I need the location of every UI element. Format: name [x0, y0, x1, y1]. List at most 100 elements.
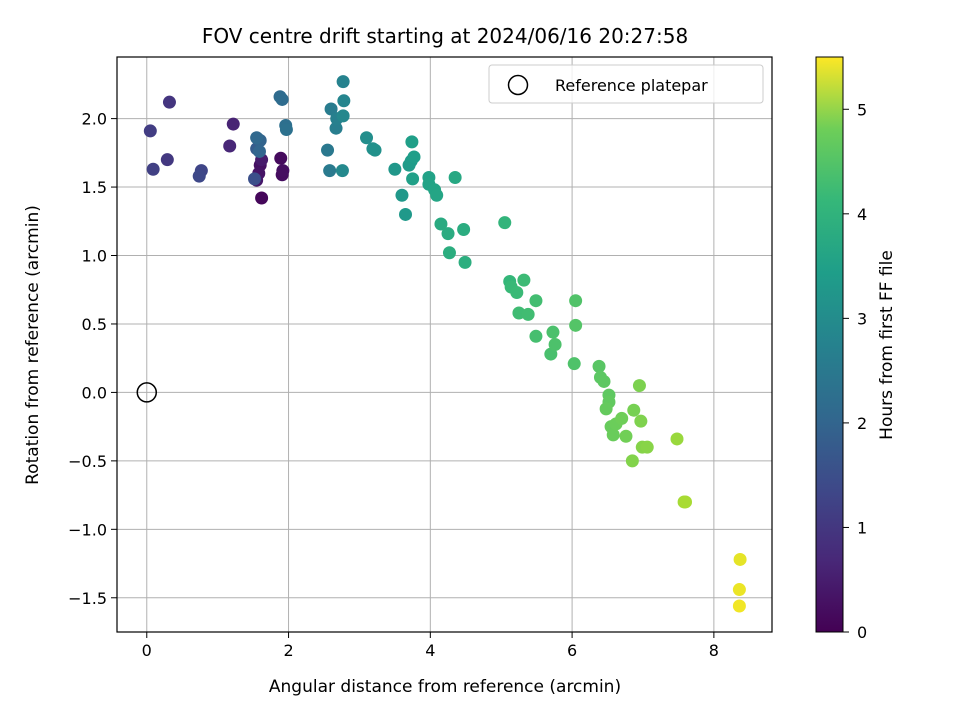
- data-point: [226, 117, 240, 131]
- data-point: [733, 552, 747, 566]
- chart-title: FOV centre drift starting at 2024/06/16 …: [202, 24, 688, 48]
- colorbar-tick-label: 0: [857, 623, 867, 642]
- x-axis-ticks: 0 2 4 6 8: [142, 632, 719, 660]
- x-tick-label: 4: [425, 641, 435, 660]
- data-point: [619, 429, 633, 443]
- data-point: [521, 307, 535, 321]
- data-point: [732, 583, 746, 597]
- x-tick-label: 6: [567, 641, 577, 660]
- data-point: [336, 75, 350, 89]
- y-axis-label: Rotation from reference (arcmin): [23, 205, 43, 485]
- data-point: [274, 151, 288, 165]
- data-point: [448, 170, 462, 184]
- legend-entry-reference: Reference platepar: [555, 76, 708, 95]
- data-point: [640, 440, 654, 454]
- data-point: [146, 162, 160, 176]
- data-point: [634, 414, 648, 428]
- colorbar-ticks: 0 1 2 3 4 5: [843, 100, 867, 642]
- data-point: [335, 164, 349, 178]
- data-point: [248, 172, 262, 186]
- data-point: [592, 359, 606, 373]
- data-point: [252, 144, 266, 158]
- data-point: [276, 164, 290, 178]
- data-point: [399, 207, 413, 221]
- x-axis-label: Angular distance from reference (arcmin): [269, 677, 621, 697]
- data-point: [567, 357, 581, 371]
- legend-box: [488, 64, 764, 104]
- x-tick-label: 2: [283, 641, 293, 660]
- data-point: [441, 227, 455, 241]
- reference-marker-layer: [136, 382, 158, 403]
- data-point: [323, 164, 337, 178]
- y-tick-label: 0.5: [82, 315, 107, 334]
- colorbar: 0 1 2 3 4 5 Hours from first FF file: [815, 56, 897, 642]
- data-point: [457, 223, 471, 236]
- data-point: [329, 121, 343, 135]
- x-tick-label: 0: [142, 641, 152, 660]
- y-tick-label: −1.0: [68, 520, 107, 539]
- data-point: [569, 318, 583, 332]
- data-point: [223, 139, 237, 153]
- x-tick-label: 8: [709, 641, 719, 660]
- colorbar-tick-label: 4: [857, 205, 867, 224]
- data-point: [388, 162, 402, 176]
- grid: [117, 57, 772, 632]
- data-point: [406, 172, 420, 186]
- colorbar-gradient: [815, 56, 844, 633]
- data-point: [368, 143, 382, 157]
- y-tick-label: 2.0: [82, 110, 107, 129]
- data-point: [434, 217, 448, 231]
- data-point: [160, 153, 174, 167]
- data-point: [679, 495, 693, 509]
- plot-frame: [116, 56, 773, 633]
- y-axis-ticks: −1.5 −1.0 −0.5 0.0 0.5 1.0 1.5 2.0: [68, 110, 117, 608]
- y-tick-label: 1.0: [82, 247, 107, 266]
- reference-platepar-marker: [136, 382, 158, 403]
- data-point: [321, 143, 335, 157]
- y-tick-label: 0.0: [82, 383, 107, 402]
- colorbar-tick-label: 3: [857, 309, 867, 328]
- data-point: [670, 432, 684, 446]
- data-point: [255, 191, 269, 205]
- colorbar-label: Hours from first FF file: [877, 250, 897, 440]
- data-point: [529, 294, 543, 308]
- data-point: [529, 329, 543, 343]
- data-point: [324, 102, 338, 116]
- data-point: [430, 188, 444, 202]
- data-point: [405, 135, 419, 149]
- data-point: [442, 246, 456, 260]
- data-point: [407, 150, 421, 164]
- data-point: [192, 169, 206, 183]
- data-point: [143, 124, 157, 138]
- colorbar-tick-label: 5: [857, 100, 867, 119]
- data-point: [275, 92, 289, 106]
- y-tick-label: 1.5: [82, 178, 107, 197]
- colorbar-tick-label: 1: [857, 518, 867, 537]
- legend-reference-marker: [507, 74, 529, 96]
- data-point: [627, 403, 641, 417]
- data-point: [606, 428, 620, 442]
- data-point: [337, 94, 351, 108]
- data-point: [625, 454, 639, 468]
- data-point: [279, 123, 293, 137]
- data-point: [732, 599, 746, 613]
- data-point: [395, 188, 409, 202]
- data-point: [569, 294, 583, 308]
- y-tick-label: −0.5: [68, 452, 107, 471]
- data-point: [336, 109, 350, 123]
- data-point: [510, 285, 524, 299]
- data-point: [360, 131, 374, 145]
- data-point: [458, 255, 472, 269]
- legend: Reference platepar: [488, 64, 764, 104]
- data-point: [615, 411, 629, 425]
- data-point: [546, 325, 560, 339]
- data-point: [498, 216, 512, 230]
- data-point: [597, 374, 611, 388]
- data-point: [517, 273, 531, 287]
- y-tick-label: −1.5: [68, 589, 107, 608]
- data-point: [632, 379, 646, 393]
- data-point: [548, 338, 562, 351]
- data-point: [162, 95, 176, 109]
- data-point: [599, 402, 613, 416]
